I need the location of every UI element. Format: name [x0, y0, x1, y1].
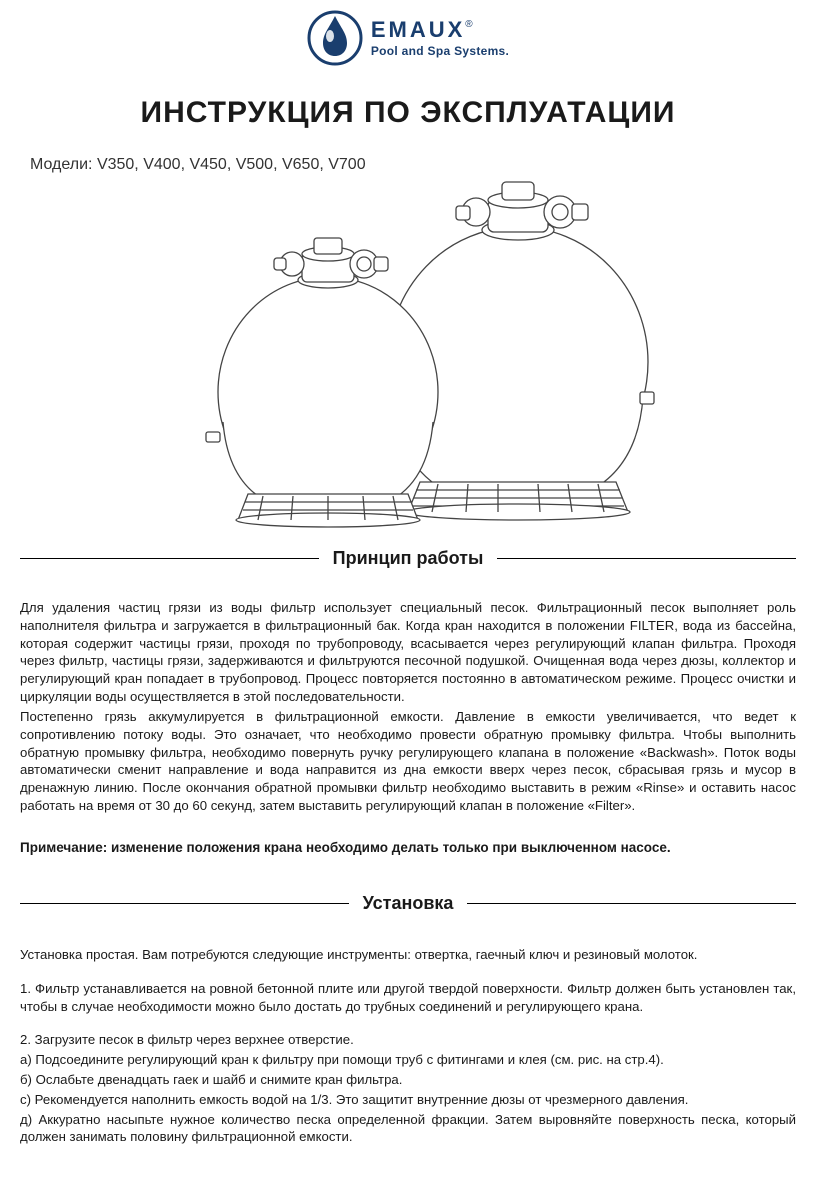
logo-text: EMAUX® Pool and Spa Systems.	[371, 19, 509, 58]
install-step-c: с) Рекомендуется наполнить емкость водой…	[20, 1091, 796, 1109]
logo-area: EMAUX® Pool and Spa Systems.	[0, 10, 816, 66]
install-step-a: а) Подсоедините регулирующий кран к филь…	[20, 1051, 796, 1069]
section-divider-install: Установка	[20, 893, 796, 914]
install-step-d: д) Аккуратно насыпьте нужное количество …	[20, 1111, 796, 1147]
install-intro: Установка простая. Вам потребуются следу…	[20, 946, 796, 964]
principle-paragraph-1: Для удаления частиц грязи из воды фильтр…	[20, 599, 796, 706]
divider-line	[497, 558, 796, 559]
page-title: ИНСТРУКЦИЯ ПО ЭКСПЛУАТАЦИИ	[0, 96, 816, 130]
section-title-install: Установка	[363, 893, 454, 914]
divider-line	[20, 558, 319, 559]
install-step-2: 2. Загрузите песок в фильтр через верхне…	[20, 1031, 796, 1049]
product-illustration	[0, 162, 816, 532]
brand-name: EMAUX	[371, 17, 465, 42]
install-content: Установка простая. Вам потребуются следу…	[0, 930, 816, 1146]
install-step-1: 1. Фильтр устанавливается на ровной бето…	[20, 980, 796, 1016]
principle-paragraph-2: Постепенно грязь аккумулируется в фильтр…	[20, 708, 796, 815]
divider-line	[467, 903, 796, 904]
section-divider-principle: Принцип работы	[20, 548, 796, 569]
divider-line	[20, 903, 349, 904]
note-text: Примечание: изменение положения крана не…	[20, 839, 796, 857]
brand-logo-icon	[307, 10, 363, 66]
principle-content: Для удаления частиц грязи из воды фильтр…	[0, 585, 816, 857]
install-step-b: б) Ослабьте двенадцать гаек и шайб и сни…	[20, 1071, 796, 1089]
models-label: Модели:	[30, 156, 92, 173]
registered-mark: ®	[465, 19, 472, 30]
brand-tagline: Pool and Spa Systems.	[371, 44, 509, 58]
section-title-principle: Принцип работы	[333, 548, 484, 569]
